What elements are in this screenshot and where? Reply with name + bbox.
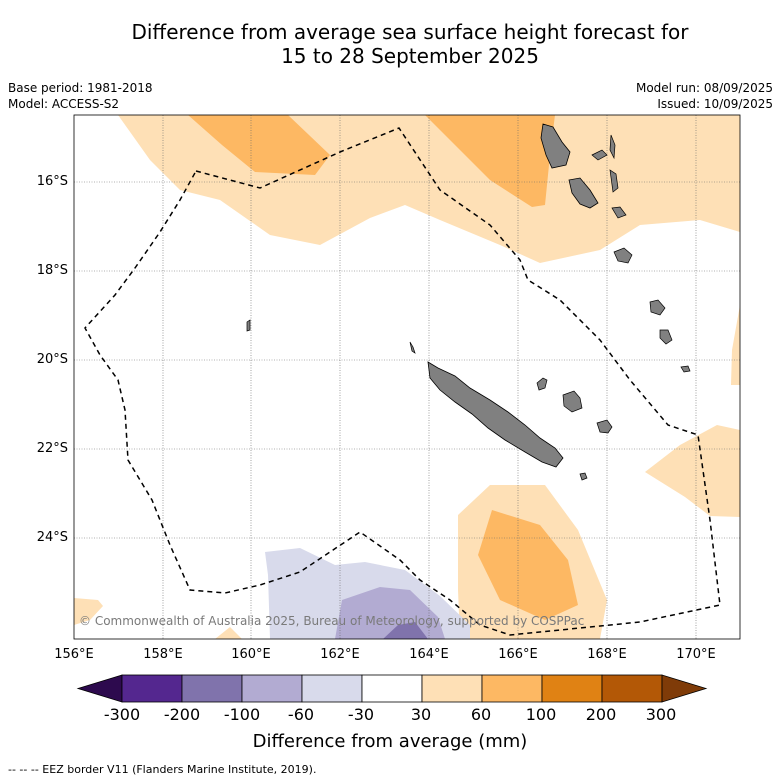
model-name: Model: ACCESS-S2 [8,97,120,111]
issued-date: Issued: 10/09/2025 [657,97,773,111]
vanuatu-epi [611,206,627,219]
lat-label-24s: 24°S [36,530,68,545]
vanuatu-pentecost [609,169,619,193]
colorbar-tick-4: -30 [347,705,375,724]
colorbar-tick-5: 30 [410,705,432,724]
colorbar-segment-9 [601,674,663,703]
colorbar-tick-8: 200 [585,705,617,724]
vanuatu-espiritu-santo [540,123,571,169]
base-period: Base period: 1981-2018 [8,81,153,95]
colorbar-tick-6: 60 [470,705,492,724]
anomaly-30-60-east [645,425,740,517]
colorbar-tick-7: 100 [525,705,557,724]
vanuatu-maewo [609,134,616,160]
colorbar-segment-4 [301,674,363,703]
island-belep [409,341,416,354]
title-line-2: 15 to 28 September 2025 [281,44,539,68]
colorbar-title: Difference from average (mm) [252,731,528,752]
anomaly-30-60-west-edge [74,598,103,625]
anomaly-60-100-south [478,510,578,620]
credit-text: © Commonwealth of Australia 2025, Bureau… [79,614,585,628]
lon-label-156e: 156°E [54,647,94,662]
title-line-1: Difference from average sea surface heig… [131,20,689,44]
colorbar-segment-3 [241,674,303,703]
anomaly-30-60-south-west [215,627,242,639]
map-plot-area [74,115,740,639]
vanuatu-tanna [659,329,673,345]
lon-label-164e: 164°E [409,647,449,662]
lon-label-168e: 168°E [587,647,627,662]
vanuatu-malekula [568,177,599,209]
colorbar-extend-high [661,674,708,703]
island-isle-of-pines [579,472,588,481]
vanuatu-efate [613,247,633,264]
colorbar [76,674,708,703]
colorbar-tick-3: -60 [287,705,315,724]
island-chesterfield [246,319,251,332]
lat-label-22s: 22°S [36,441,68,456]
island-lifou [562,390,583,413]
colorbar-segment-1 [121,674,183,703]
colorbar-tick-2: -100 [223,705,261,724]
colorbar-segment-2 [181,674,243,703]
map-title: Difference from average sea surface heig… [60,20,760,68]
vanuatu-aneityum [680,365,691,373]
meta-right: Model run: 08/09/2025 Issued: 10/09/2025 [636,80,773,112]
lon-label-160e: 160°E [231,647,271,662]
colorbar-tick-9: 300 [645,705,677,724]
anomaly-60-100-north-east [425,115,555,207]
colorbar-segment-8 [541,674,603,703]
new-caledonia-land [427,361,564,468]
meta-left: Base period: 1981-2018 Model: ACCESS-S2 [8,80,153,112]
anomaly-60-100-north-west [188,115,330,175]
colorbar-segment-6 [421,674,483,703]
lat-label-16s: 16°S [36,174,68,189]
colorbar-tick-0: -300 [103,705,141,724]
graticule [74,115,740,639]
anomaly-30-60-east-edge [731,305,740,385]
colorbar-extend-low [76,674,123,703]
eez-border [84,127,721,636]
eez-legend-note: -- -- -- EEZ border V11 (Flanders Marine… [8,763,317,776]
colorbar-segment-7 [481,674,543,703]
island-mare [596,419,613,434]
lat-label-18s: 18°S [36,263,68,278]
model-run: Model run: 08/09/2025 [635,81,773,95]
vanuatu-ambae [591,149,608,161]
lon-label-170e: 170°E [676,647,716,662]
lon-label-158e: 158°E [143,647,183,662]
colorbar-segment-5 [361,674,423,703]
vanuatu-erromango [649,299,666,316]
island-ouvea [536,377,548,391]
lon-label-162e: 162°E [320,647,360,662]
lat-label-20s: 20°S [36,352,68,367]
anomaly-neg-200-100 [383,622,428,639]
plot-frame [73,114,741,640]
lon-label-166e: 166°E [498,647,538,662]
colorbar-tick-1: -200 [163,705,201,724]
